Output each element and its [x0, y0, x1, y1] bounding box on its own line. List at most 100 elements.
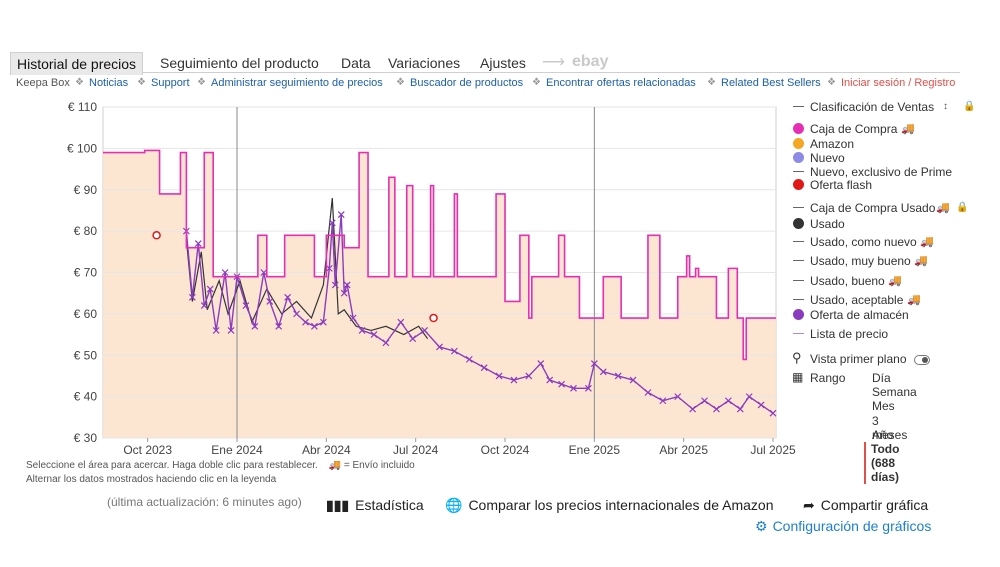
- separator-icon: ❖: [75, 77, 84, 88]
- legend-label: Oferta de almacén: [810, 308, 909, 322]
- y-tick-label: € 80: [74, 224, 98, 238]
- warehouse-point: [370, 331, 378, 338]
- y-tick-label: € 60: [74, 307, 98, 321]
- link-noticias[interactable]: Noticias: [89, 77, 129, 89]
- warehouse-point: [227, 327, 235, 334]
- calendar-icon: ▦: [792, 370, 804, 384]
- tab-data[interactable]: Data: [341, 55, 371, 71]
- link-product-finder[interactable]: Buscador de productos: [410, 77, 524, 89]
- warehouse-point: [510, 376, 518, 384]
- warehouse-point: [644, 389, 652, 396]
- x-tick-label: Abr 2024: [302, 443, 351, 457]
- ebay-logo[interactable]: ebay: [572, 53, 609, 70]
- tab-price-history[interactable]: Historial de precios: [10, 52, 144, 75]
- warehouse-point: [480, 364, 488, 372]
- series-buy-box-line: [103, 149, 776, 361]
- legend-dot: [793, 309, 804, 320]
- separator-icon: ❖: [197, 77, 206, 88]
- warehouse-point: [465, 355, 473, 363]
- warehouse-point: [736, 405, 744, 413]
- arrow-right-icon: ⟶: [542, 54, 565, 71]
- warehouse-point: [325, 264, 333, 272]
- gear-icon: ⚙: [755, 518, 768, 534]
- range-week[interactable]: Semana: [872, 385, 917, 399]
- warehouse-point: [343, 281, 351, 289]
- link-login[interactable]: Iniciar sesión / Registro: [841, 77, 956, 89]
- price-history-chart[interactable]: € 110 € 100 € 90 € 80 € 70 € 60 € 50 € 40 € 30 Oc…: [0, 96, 800, 461]
- warehouse-point: [599, 368, 607, 376]
- warehouse-point: [713, 405, 720, 413]
- legend-dash: [793, 171, 804, 172]
- lock-icon: 🔒: [963, 101, 976, 112]
- warehouse-point: [584, 384, 592, 392]
- warehouse-point: [194, 240, 202, 247]
- legend-dash: [793, 260, 804, 261]
- range-year[interactable]: Año: [872, 428, 894, 442]
- chart-settings-button[interactable]: ⚙ Configuración de gráficos: [755, 518, 932, 534]
- sort-icon: ↕: [943, 101, 948, 112]
- warehouse-point: [212, 327, 220, 334]
- link-related-deals[interactable]: Encontrar ofertas relacionadas: [546, 77, 696, 89]
- legend-label: Lista de precio: [810, 327, 889, 341]
- separator-icon: ❖: [396, 77, 405, 88]
- warehouse-point: [337, 211, 345, 218]
- warehouse-point: [745, 393, 753, 401]
- y-tick-label: € 50: [74, 348, 98, 362]
- legend-dot: [793, 218, 804, 229]
- tab-settings[interactable]: Ajustes: [480, 55, 526, 71]
- legend-dot: [793, 179, 804, 190]
- legend-dot: [793, 123, 804, 134]
- link-related-best-sellers[interactable]: Related Best Sellers: [721, 77, 821, 89]
- compare-international-button[interactable]: 🌐 Comparar los precios internacionales de…: [445, 497, 774, 513]
- warehouse-point: [614, 372, 622, 380]
- warehouse-point: [436, 343, 443, 351]
- separator-icon: ❖: [137, 77, 146, 88]
- tab-variations[interactable]: Variaciones: [388, 55, 461, 71]
- legend-dash: [793, 207, 804, 208]
- warehouse-point: [349, 314, 357, 322]
- range-all[interactable]: Todo (688 días): [864, 442, 899, 484]
- warehouse-point: [311, 322, 318, 330]
- range-3-months[interactable]: 3 meses: [872, 414, 908, 442]
- warehouse-point: [674, 393, 682, 401]
- tab-product-tracking[interactable]: Seguimiento del producto: [160, 55, 319, 71]
- bar-chart-icon: ▮▮▮: [326, 497, 350, 513]
- warehouse-point: [331, 281, 339, 289]
- close-up-toggle[interactable]: [914, 355, 930, 365]
- x-tick-label: Ene 2024: [211, 443, 263, 457]
- warehouse-point: [570, 384, 577, 392]
- link-support[interactable]: Support: [151, 77, 190, 89]
- y-tick-label: € 70: [74, 266, 98, 280]
- warehouse-point: [260, 269, 268, 276]
- legend-dot: [793, 152, 804, 163]
- legend-dot: [793, 138, 804, 149]
- legend-label: Usado, como nuevo: [810, 235, 917, 249]
- warehouse-point: [409, 335, 417, 343]
- warehouse-point: [188, 293, 196, 301]
- x-tick-label: Oct 2023: [123, 443, 172, 457]
- globe-icon: 🌐: [445, 497, 463, 513]
- warehouse-point: [266, 298, 274, 305]
- warehouse-point: [382, 339, 390, 347]
- warehouse-point: [546, 376, 554, 384]
- warehouse-point: [302, 318, 309, 326]
- warehouse-point: [242, 302, 250, 310]
- warehouse-point: [629, 376, 637, 384]
- y-tick-label: € 90: [74, 183, 98, 197]
- legend-label: Amazon: [810, 137, 855, 151]
- warehouse-point: [769, 409, 777, 417]
- range-day[interactable]: Día: [872, 371, 891, 385]
- y-tick-label: € 110: [68, 100, 97, 114]
- legend-dash: [793, 299, 804, 300]
- statistics-button[interactable]: ▮▮▮ Estadística: [326, 497, 424, 513]
- warehouse-point: [319, 318, 327, 326]
- separator-icon: ❖: [707, 77, 716, 88]
- warehouse-point: [701, 397, 708, 405]
- range-month[interactable]: Mes: [872, 399, 895, 413]
- legend-dash: [793, 106, 804, 107]
- link-manage-tracking[interactable]: Administrar seguimiento de precios: [211, 77, 383, 89]
- warehouse-point: [221, 269, 229, 276]
- warehouse-point: [200, 302, 208, 310]
- flash-deal-marker: [152, 231, 161, 240]
- share-chart-button[interactable]: ➦ Compartir gráfica: [803, 497, 929, 513]
